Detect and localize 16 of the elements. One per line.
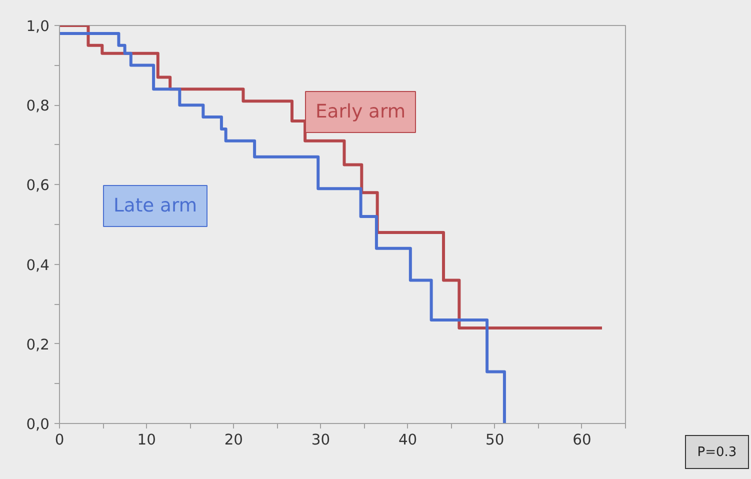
text: P=0.3 [697,444,737,462]
y-tick-label: 0,4 [26,256,50,274]
y-tick-label: 0,0 [26,416,50,433]
x-tick-label: 40 [398,432,418,448]
y-tick-label: 1,0 [26,18,50,35]
x-tick-label: 50 [486,432,504,448]
series-label: Early arm [316,102,406,122]
x-tick-label: 20 [224,432,243,448]
y-tick-label: 0,2 [26,336,50,354]
y-tick-label: 0,8 [26,98,50,115]
x-tick-label: 60 [572,432,592,448]
y-tick-label: 0,6 [26,177,50,194]
x-tick-label: 30 [311,432,330,448]
text: Late arm [114,196,197,216]
x-tick-label: 0 [54,432,64,448]
x-tick-label: 10 [137,432,156,448]
